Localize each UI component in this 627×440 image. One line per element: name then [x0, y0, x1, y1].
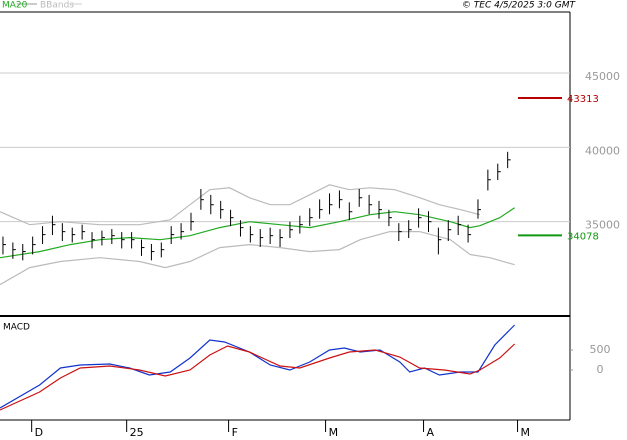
macd-line [0, 324, 516, 409]
x-tick-label: A [427, 426, 435, 439]
legend-ma: MA20 [2, 1, 28, 11]
x-tick-label: M [521, 426, 531, 439]
level-label: 34078 [567, 231, 599, 242]
bollinger-band [0, 231, 515, 286]
x-tick-label: 25 [130, 426, 144, 439]
y-tick-label: 500 [590, 343, 611, 356]
copyright: © TEC 4/5/2025 3:0 GMT [462, 1, 577, 11]
bollinger-band [0, 184, 481, 226]
macd-title: MACD [3, 323, 30, 333]
ma-line [0, 207, 515, 259]
x-tick-label: D [35, 426, 43, 439]
y-tick-label: 35000 [585, 219, 620, 232]
y-tick-label: 45000 [585, 70, 620, 83]
y-tick-label: 40000 [585, 144, 620, 157]
x-tick-label: F [232, 426, 238, 439]
x-tick-label: M [329, 426, 339, 439]
level-label: 43313 [567, 94, 599, 105]
legend-bands: BBands [40, 1, 74, 11]
y-tick-label: 0 [597, 363, 604, 376]
macd-line [0, 343, 516, 411]
